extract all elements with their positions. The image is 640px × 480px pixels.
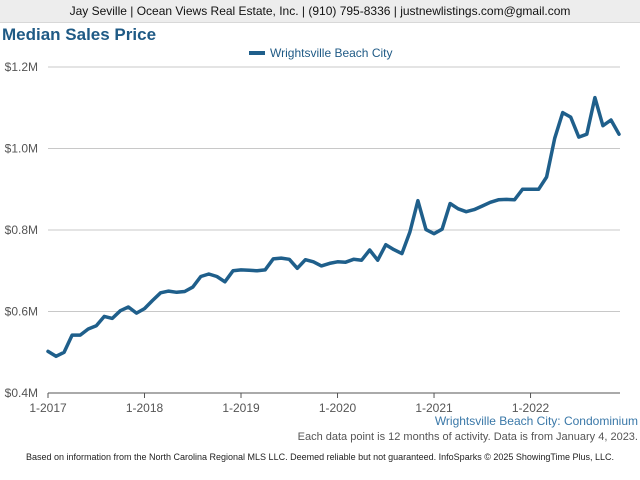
data-note: Each data point is 12 months of activity… [297, 431, 638, 443]
data-point [392, 248, 396, 251]
x-tick-label: 1-2019 [222, 401, 260, 412]
y-tick-label: $1.0M [5, 142, 38, 156]
data-point [577, 135, 580, 139]
x-tick-label: 1-2020 [319, 401, 357, 412]
data-point [328, 262, 331, 265]
data-point [344, 260, 347, 264]
series-line [46, 95, 621, 359]
data-point [360, 258, 363, 262]
data-point [336, 260, 339, 263]
x-tick-label: 1-2018 [126, 401, 164, 412]
data-point [263, 268, 267, 272]
data-point [151, 299, 154, 302]
x-tick-label: 1-2022 [512, 401, 550, 412]
data-point [448, 202, 452, 205]
agent-header: Jay Seville | Ocean Views Real Estate, I… [0, 0, 640, 23]
data-point [175, 291, 178, 294]
data-point [593, 96, 597, 99]
data-point [416, 199, 420, 202]
data-point [545, 175, 548, 179]
data-point [135, 311, 138, 315]
data-point [368, 248, 371, 252]
y-tick-label: $0.6M [5, 305, 38, 319]
data-point [440, 227, 444, 231]
data-point [609, 118, 613, 122]
data-point [159, 291, 162, 294]
data-point [320, 264, 323, 268]
data-point [54, 355, 58, 358]
legend-label: Wrightsville Beach City [270, 46, 392, 60]
data-point [223, 280, 227, 283]
data-point [87, 327, 90, 331]
data-point [247, 269, 251, 272]
y-tick-label: $0.8M [5, 223, 38, 237]
data-point [103, 315, 106, 318]
grid [48, 66, 620, 394]
data-point [70, 333, 74, 337]
series-note: Wrightsville Beach City: Condominium [434, 414, 638, 428]
footer-disclaimer: Based on information from the North Caro… [25, 452, 615, 462]
data-point [167, 289, 170, 293]
x-tick-label: 1-2021 [415, 401, 453, 412]
data-point [231, 269, 235, 272]
line-chart: Wrightsville Beach City $0.4M$0.6M$0.8M$… [5, 46, 621, 412]
data-point [384, 243, 387, 246]
data-point [280, 256, 283, 260]
data-point [119, 309, 122, 312]
data-point [400, 252, 404, 255]
data-point [569, 115, 572, 119]
data-point [95, 324, 98, 327]
data-point [288, 258, 291, 261]
data-point [561, 111, 564, 114]
data-point [424, 228, 428, 231]
data-point [537, 188, 540, 191]
data-point [191, 285, 194, 289]
y-tick-label: $0.4M [5, 386, 38, 400]
y-axis: $0.4M $0.6M $0.8M $1.0M $1.2M [5, 60, 38, 400]
data-point [199, 275, 203, 278]
data-point [271, 257, 275, 261]
data-point [489, 201, 492, 204]
data-point [432, 232, 436, 235]
data-point [296, 267, 299, 270]
data-point [239, 268, 243, 272]
data-point [304, 258, 307, 261]
x-axis: 1-2017 1-2018 1-2019 1-2020 1-2021 1-2022 [29, 393, 550, 412]
y-tick-label: $1.2M [5, 60, 38, 74]
data-point [143, 307, 146, 310]
data-point [521, 188, 524, 191]
data-point [183, 290, 186, 293]
legend: Wrightsville Beach City [249, 46, 392, 60]
series-layer [46, 95, 621, 359]
data-point [473, 208, 476, 211]
data-point [255, 269, 259, 272]
data-point [215, 275, 219, 278]
data-point [481, 204, 484, 208]
data-point [464, 210, 468, 213]
data-point [617, 133, 621, 136]
data-point [529, 188, 532, 191]
data-point [62, 351, 66, 354]
data-point [127, 305, 130, 309]
data-point [408, 230, 412, 234]
data-point [553, 137, 556, 140]
data-point [352, 258, 355, 261]
data-point [46, 350, 50, 353]
data-point [207, 272, 211, 276]
data-point [601, 124, 605, 127]
data-point [78, 333, 82, 337]
data-point [513, 198, 516, 202]
data-point [111, 317, 114, 320]
data-point [312, 260, 315, 263]
data-point [376, 258, 379, 262]
data-point [497, 198, 500, 202]
data-point [505, 198, 508, 201]
data-point [456, 207, 460, 211]
data-point [585, 133, 589, 136]
chart-title: Median Sales Price [2, 25, 157, 44]
x-tick-label: 1-2017 [29, 401, 67, 412]
